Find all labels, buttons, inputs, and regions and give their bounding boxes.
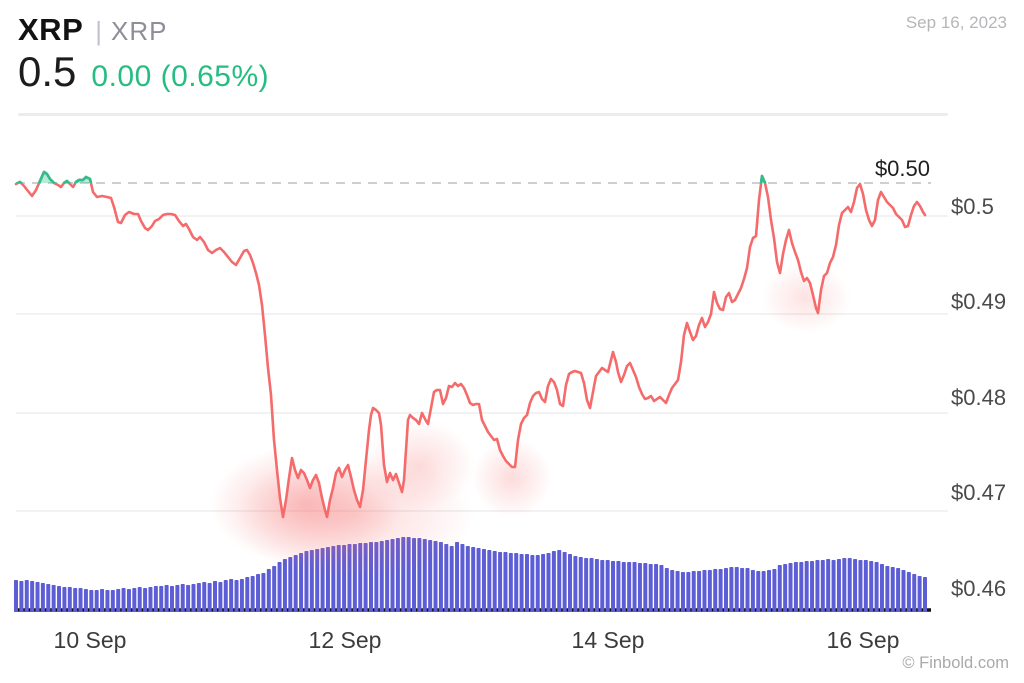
asset-symbol: XRP [18,12,84,47]
x-axis-label: 10 Sep [53,627,127,653]
x-axis-label: 12 Sep [308,627,382,653]
x-axis-label: 14 Sep [571,627,645,653]
reference-price-label: $0.50 [874,156,930,181]
chart-date: Sep 16, 2023 [905,13,1007,32]
price-change: 0.00 (0.65%) [91,60,270,93]
watermark-credit: © Finbold.com [902,654,1009,672]
y-axis-label: $0.49 [951,289,1007,314]
x-axis-label: 16 Sep [826,627,900,653]
y-axis-label: $0.47 [951,480,1007,505]
y-axis-label: $0.5 [951,194,994,219]
current-price: 0.5 [18,48,77,95]
price-row: 0.5 0.00 (0.65%) [18,48,269,96]
y-axis-label: $0.48 [951,385,1007,410]
header-separator [18,113,948,116]
asset-pair: XRP [111,16,168,46]
chart-title: XRP | XRP [18,12,167,48]
y-axis-label: $0.46 [951,576,1007,601]
title-divider-icon: | [95,16,103,46]
